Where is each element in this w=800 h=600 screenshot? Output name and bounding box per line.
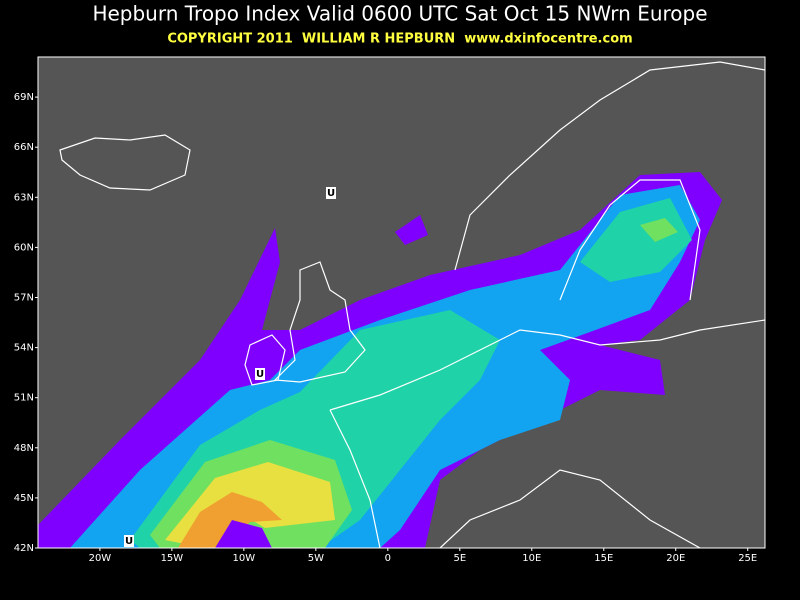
lat-tick-label: 69N bbox=[14, 92, 34, 103]
marker-label: U bbox=[125, 536, 133, 547]
britain-coast bbox=[273, 261, 366, 383]
lon-tick-label: 0 bbox=[385, 553, 391, 564]
contour-orange bbox=[178, 492, 282, 548]
lon-tick-label: 25E bbox=[738, 553, 757, 564]
contour-purple bbox=[395, 215, 428, 245]
ireland-coast bbox=[244, 334, 286, 386]
lat-tick-label: 45N bbox=[14, 493, 34, 504]
contour-green bbox=[640, 218, 678, 242]
lon-tick-label: 5W bbox=[308, 553, 324, 564]
marker: U bbox=[326, 187, 336, 199]
marker: U bbox=[124, 535, 134, 547]
lat-tick-label: 51N bbox=[14, 393, 34, 404]
lat-tick-label: 48N bbox=[14, 443, 34, 454]
iceland-coast bbox=[59, 134, 191, 191]
coastlines bbox=[59, 61, 765, 548]
map-frame bbox=[37, 56, 766, 549]
lon-tick-label: 10E bbox=[522, 553, 541, 564]
lat-tick-label: 66N bbox=[14, 142, 34, 153]
lat-tick-label: 63N bbox=[14, 192, 34, 203]
marker: U bbox=[255, 368, 265, 380]
continent-coast bbox=[329, 319, 765, 548]
map-area bbox=[37, 56, 766, 549]
contour-purple bbox=[215, 520, 272, 548]
scandinavia-coast bbox=[454, 61, 765, 301]
lat-tick-label: 60N bbox=[14, 242, 34, 253]
lon-tick-label: 20E bbox=[666, 553, 685, 564]
lat-tick-label: 54N bbox=[14, 343, 34, 354]
marker-label: U bbox=[256, 369, 264, 380]
lon-tick-label: 15E bbox=[594, 553, 613, 564]
marker-label: U bbox=[327, 188, 335, 199]
lon-tick-label: 15W bbox=[161, 553, 184, 564]
contours bbox=[38, 172, 722, 548]
map-subtitle: COPYRIGHT 2011 WILLIAM R HEPBURN www.dxi… bbox=[167, 32, 632, 47]
lon-tick-label: 5E bbox=[453, 553, 466, 564]
lat-tick-label: 57N bbox=[14, 292, 34, 303]
lon-tick-label: 20W bbox=[89, 553, 112, 564]
lat-tick-label: 42N bbox=[14, 543, 34, 554]
lon-tick-label: 10W bbox=[233, 553, 256, 564]
map-title: Hepburn Tropo Index Valid 0600 UTC Sat O… bbox=[92, 2, 707, 26]
